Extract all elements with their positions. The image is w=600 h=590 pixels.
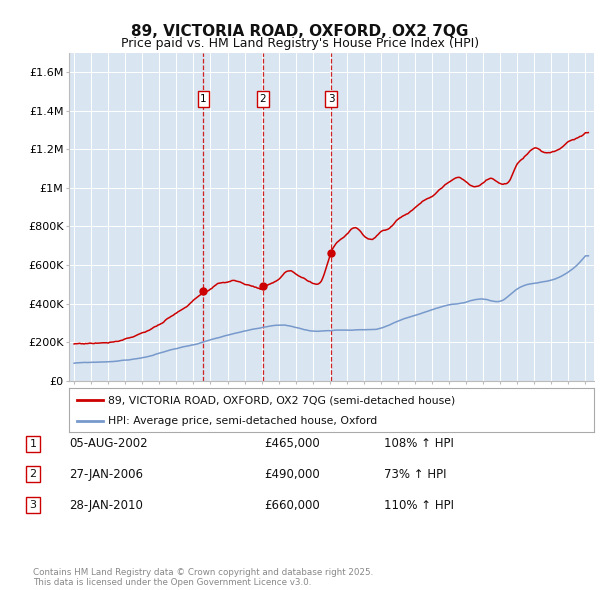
Text: £490,000: £490,000 [264, 468, 320, 481]
Text: 73% ↑ HPI: 73% ↑ HPI [384, 468, 446, 481]
Text: 28-JAN-2010: 28-JAN-2010 [69, 499, 143, 512]
Text: 05-AUG-2002: 05-AUG-2002 [69, 437, 148, 450]
Text: 89, VICTORIA ROAD, OXFORD, OX2 7QG (semi-detached house): 89, VICTORIA ROAD, OXFORD, OX2 7QG (semi… [109, 395, 455, 405]
Text: Contains HM Land Registry data © Crown copyright and database right 2025.
This d: Contains HM Land Registry data © Crown c… [33, 568, 373, 587]
Text: £465,000: £465,000 [264, 437, 320, 450]
Text: 1: 1 [29, 439, 37, 448]
Text: 108% ↑ HPI: 108% ↑ HPI [384, 437, 454, 450]
Text: 89, VICTORIA ROAD, OXFORD, OX2 7QG: 89, VICTORIA ROAD, OXFORD, OX2 7QG [131, 24, 469, 38]
Text: 1: 1 [200, 94, 207, 104]
Text: 2: 2 [29, 470, 37, 479]
Text: 3: 3 [328, 94, 334, 104]
Text: 2: 2 [259, 94, 266, 104]
Text: HPI: Average price, semi-detached house, Oxford: HPI: Average price, semi-detached house,… [109, 416, 377, 426]
Text: 27-JAN-2006: 27-JAN-2006 [69, 468, 143, 481]
Text: 3: 3 [29, 500, 37, 510]
Text: 110% ↑ HPI: 110% ↑ HPI [384, 499, 454, 512]
Text: £660,000: £660,000 [264, 499, 320, 512]
Text: Price paid vs. HM Land Registry's House Price Index (HPI): Price paid vs. HM Land Registry's House … [121, 37, 479, 50]
